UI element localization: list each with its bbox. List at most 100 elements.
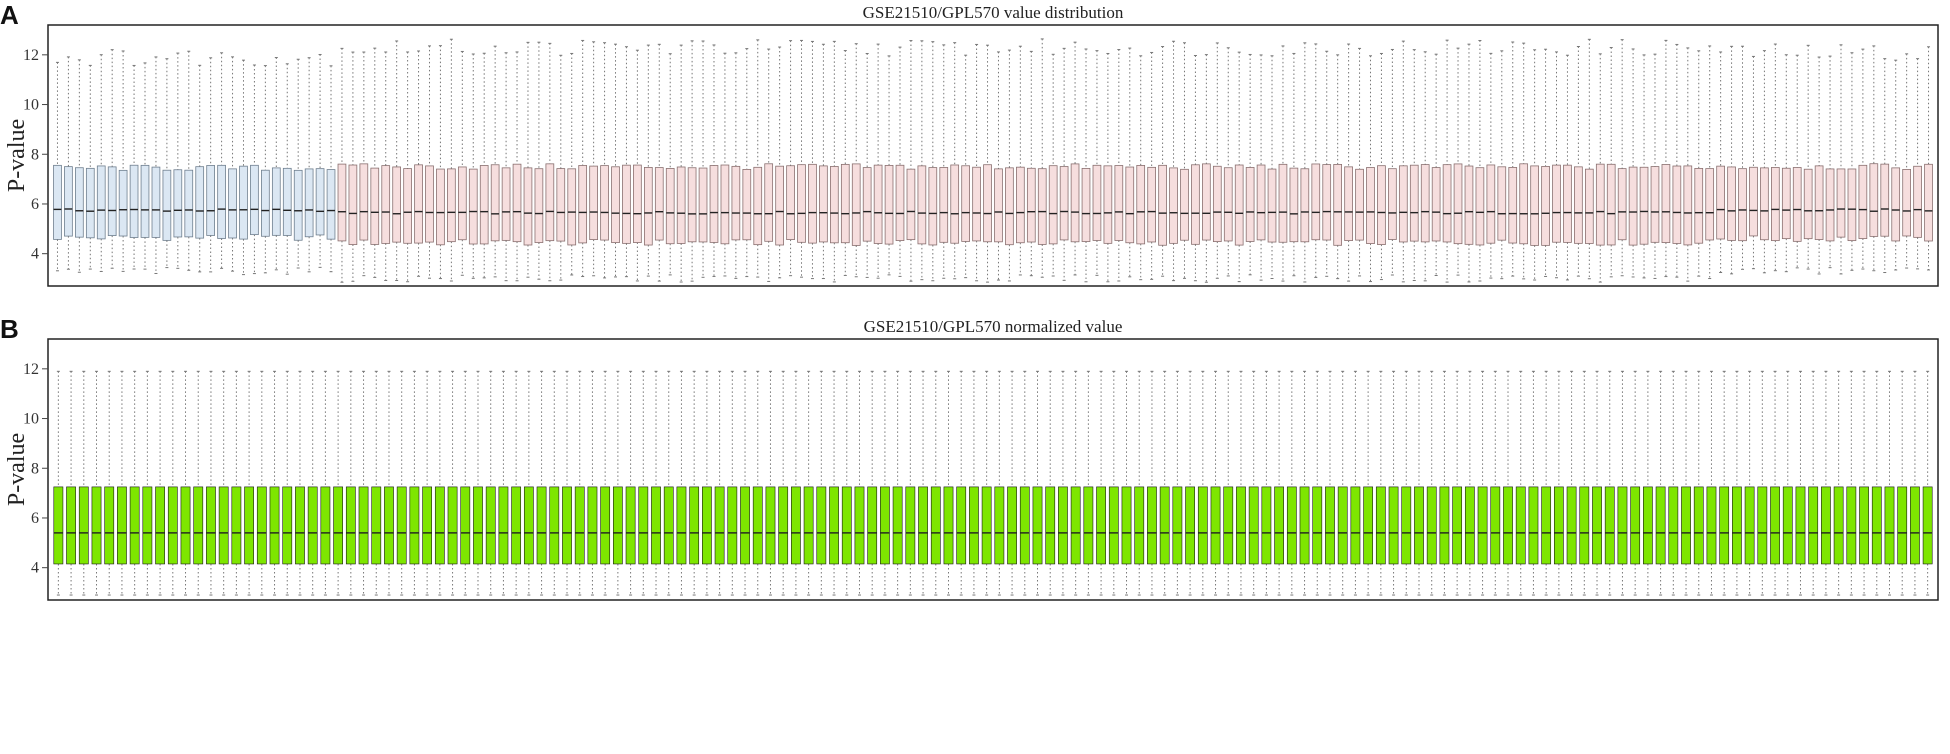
box-sample xyxy=(1136,55,1146,281)
box xyxy=(1515,486,1526,565)
box xyxy=(1210,486,1221,565)
box-sample xyxy=(173,52,183,269)
box-sample xyxy=(1409,49,1419,281)
box xyxy=(654,167,664,241)
box xyxy=(752,486,763,565)
box-sample xyxy=(1210,370,1221,596)
box xyxy=(1245,167,1255,242)
box-sample xyxy=(282,370,293,596)
box xyxy=(1147,166,1156,243)
box xyxy=(1497,166,1507,241)
box-sample xyxy=(1871,370,1882,596)
box xyxy=(1795,486,1806,565)
box-sample xyxy=(1401,370,1412,596)
box-sample xyxy=(1922,370,1933,596)
box xyxy=(282,167,292,236)
box xyxy=(142,486,153,565)
box-sample xyxy=(271,57,281,271)
box-sample xyxy=(1274,370,1284,596)
box-sample xyxy=(1236,370,1246,596)
box-sample xyxy=(918,370,928,596)
box xyxy=(1202,163,1211,241)
box-sample xyxy=(1650,53,1660,279)
box xyxy=(1299,486,1310,565)
box-sample xyxy=(1617,370,1628,596)
box-sample xyxy=(228,56,237,272)
box xyxy=(167,486,178,565)
box xyxy=(1781,167,1791,240)
box-sample xyxy=(1355,47,1364,277)
box-sample xyxy=(78,370,89,596)
box-sample xyxy=(851,43,861,278)
box xyxy=(244,486,254,565)
box-sample xyxy=(206,370,216,596)
box xyxy=(714,486,725,565)
box-sample xyxy=(753,39,763,278)
box-sample xyxy=(1858,48,1868,270)
box-sample xyxy=(512,51,522,282)
box xyxy=(1125,166,1135,244)
box xyxy=(195,166,205,239)
box-sample xyxy=(1795,370,1806,596)
box xyxy=(140,164,150,238)
box xyxy=(918,486,928,565)
box xyxy=(434,486,445,565)
box-sample xyxy=(1672,43,1682,278)
y-tick-label: 8 xyxy=(31,146,39,163)
box-sample xyxy=(104,370,115,596)
box xyxy=(1884,486,1895,565)
box-sample xyxy=(370,47,380,278)
box xyxy=(1172,486,1183,565)
box xyxy=(1563,164,1572,243)
y-tick-label: 4 xyxy=(31,246,39,263)
box xyxy=(1749,166,1758,237)
box-sample xyxy=(1771,43,1780,272)
box xyxy=(1706,486,1717,565)
box-sample xyxy=(638,370,649,596)
box-sample xyxy=(304,57,314,273)
box-sample xyxy=(994,51,1003,281)
box xyxy=(1464,165,1474,245)
box-sample xyxy=(1738,45,1747,270)
box xyxy=(545,163,555,242)
box xyxy=(1566,486,1577,565)
box-sample xyxy=(66,370,76,596)
box-sample xyxy=(1869,45,1879,272)
boxplot-chart-b: 4 6 8 10 12 P-value xyxy=(4,338,1939,601)
box xyxy=(1808,486,1819,565)
box-sample xyxy=(884,55,894,276)
box xyxy=(1426,486,1437,565)
box xyxy=(1716,165,1725,240)
box xyxy=(956,486,967,565)
box xyxy=(1452,486,1463,565)
box-sample xyxy=(727,370,738,596)
box-sample xyxy=(434,370,445,596)
box-sample xyxy=(702,370,712,596)
box-sample xyxy=(1439,370,1450,596)
box-sample xyxy=(460,370,471,596)
box-sample xyxy=(1808,370,1819,596)
box-sample xyxy=(1159,370,1170,596)
box-sample xyxy=(1431,53,1441,277)
box xyxy=(206,165,215,236)
box-sample xyxy=(1566,370,1577,596)
box-sample xyxy=(1880,58,1890,274)
box xyxy=(1503,486,1513,565)
box xyxy=(473,486,483,565)
box xyxy=(1401,486,1412,565)
box xyxy=(1617,168,1627,241)
box-sample xyxy=(1212,42,1222,279)
box-sample xyxy=(676,44,686,283)
box-sample xyxy=(1681,370,1691,596)
box-sample xyxy=(1541,48,1550,277)
box xyxy=(53,486,64,565)
box xyxy=(1289,167,1299,243)
box-sample xyxy=(1770,370,1780,596)
box-sample xyxy=(797,39,806,278)
box-sample xyxy=(1096,370,1106,596)
box-sample xyxy=(742,48,752,278)
box-sample xyxy=(117,370,127,596)
box-sample xyxy=(307,370,318,596)
box-sample xyxy=(1134,370,1145,596)
box xyxy=(917,165,927,245)
